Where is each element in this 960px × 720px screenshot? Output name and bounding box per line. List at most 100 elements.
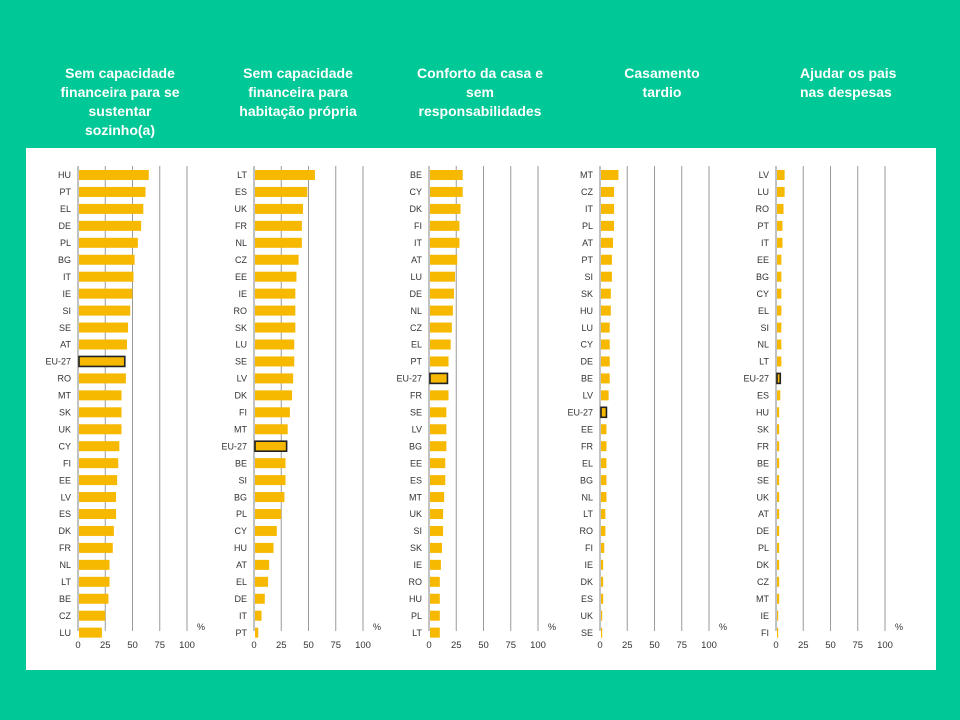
category-label-p1: UK: [58, 424, 71, 434]
bar-p5: [777, 407, 780, 418]
header-panel-5: Ajudar os pais nas despesas: [800, 65, 897, 100]
bar-p5: [777, 424, 780, 435]
bar-p4: [601, 170, 619, 180]
bar-p5: [777, 203, 784, 214]
category-label-p4: FR: [581, 441, 593, 451]
category-label-p3: LV: [412, 424, 422, 434]
bar-p5: [777, 576, 780, 587]
x-tick-label-p5-25: 25: [798, 640, 809, 651]
bar-p3: [430, 559, 441, 570]
category-label-p3: EE: [410, 458, 422, 468]
bar-p2: [255, 186, 308, 197]
category-label-p2: BG: [234, 492, 247, 502]
x-tick-label-p1-0: 0: [75, 640, 80, 651]
category-label-p2: SI: [238, 475, 247, 485]
bar-eu27-p3: [429, 372, 449, 385]
category-label-p3: LT: [412, 628, 422, 638]
bar-p5: [777, 509, 780, 519]
category-label-p2: PL: [236, 509, 247, 519]
bar-p2: [255, 475, 286, 486]
category-label-p5: EL: [758, 306, 769, 316]
bar-eu27-p1: [78, 355, 126, 368]
bar-p1: [79, 288, 133, 299]
bar-p3: [430, 186, 463, 197]
category-label-p3: FR: [410, 391, 422, 401]
category-label-p5: LT: [759, 357, 769, 367]
bar-p5: [777, 271, 782, 282]
category-label-p5: UK: [756, 492, 769, 502]
bar-p1: [79, 339, 127, 350]
category-label-p1: SE: [59, 323, 71, 333]
bar-p4: [601, 203, 615, 214]
bar-p4: [601, 475, 607, 486]
category-label-p2: MT: [234, 424, 247, 434]
category-label-p5: SE: [757, 475, 769, 485]
category-label-p1: ES: [59, 509, 71, 519]
bar-p2: [255, 170, 315, 180]
category-label-p4: MT: [580, 170, 593, 180]
category-label-p3: AT: [411, 255, 422, 265]
unit-label-p3: %: [548, 622, 556, 632]
category-label-p4: IT: [585, 204, 594, 214]
bar-p4: [601, 610, 603, 621]
x-tick-label-p1-75: 75: [154, 640, 165, 651]
category-label-p1: AT: [60, 340, 71, 350]
category-label-p1: CZ: [59, 611, 71, 621]
bar-p2: [255, 593, 265, 604]
category-label-p4: CY: [580, 340, 593, 350]
bar-eu27-p2: [254, 440, 288, 453]
bar-p1: [79, 220, 142, 231]
category-label-p1: FI: [63, 458, 71, 468]
category-label-p4: PL: [582, 221, 593, 231]
category-label-p4: PT: [581, 255, 593, 265]
category-label-p3: IE: [413, 560, 422, 570]
bar-p4: [601, 559, 604, 570]
bar-p3: [430, 254, 458, 265]
bar-p3: [430, 288, 454, 299]
bar-p3: [430, 170, 463, 180]
bar-p1: [79, 305, 131, 316]
category-label-p2: RO: [234, 306, 248, 316]
category-label-p2: SK: [235, 323, 247, 333]
bar-p1: [79, 322, 129, 333]
category-label-p4: RO: [580, 526, 594, 536]
category-label-p1: SK: [59, 408, 71, 418]
category-label-p3: HU: [409, 594, 422, 604]
bar-p2: [255, 339, 295, 350]
category-label-p4: EE: [581, 424, 593, 434]
bar-p5: [777, 593, 780, 604]
category-label-p5: FI: [761, 628, 769, 638]
bar-p4: [601, 186, 615, 197]
category-label-p4: BG: [580, 475, 593, 485]
bar-p3: [430, 509, 444, 519]
category-label-p4: SI: [584, 272, 593, 282]
bar-p4: [601, 458, 607, 469]
bar-p4: [601, 254, 612, 265]
category-label-p1: BG: [58, 255, 71, 265]
category-label-p3: IT: [414, 238, 423, 248]
bar-p2: [255, 390, 293, 401]
bar-p1: [79, 390, 122, 401]
x-tick-label-p1-50: 50: [127, 640, 138, 651]
bar-p1: [79, 170, 149, 180]
bar-p3: [430, 271, 456, 282]
x-tick-label-p2-100: 100: [355, 640, 371, 651]
category-label-p3: BE: [410, 170, 422, 180]
category-label-p2: BE: [235, 458, 247, 468]
bar-p4: [601, 322, 610, 333]
bar-p1: [79, 492, 117, 503]
category-label-p5: LU: [757, 187, 769, 197]
bar-p1: [79, 424, 122, 435]
category-label-p1: IT: [63, 272, 72, 282]
category-label-p5: IE: [760, 611, 769, 621]
category-label-p2: SE: [235, 357, 247, 367]
category-label-p2: FI: [239, 408, 247, 418]
category-label-p4: EU-27: [567, 408, 593, 418]
bar-p4: [601, 509, 606, 519]
bar-p4: [601, 593, 604, 604]
category-label-p4: IE: [584, 560, 593, 570]
x-tick-label-p3-0: 0: [426, 640, 431, 651]
bar-p3: [430, 424, 447, 435]
header-panel-2: Sem capacidade financeira para habitação…: [239, 65, 357, 119]
bar-p5: [777, 525, 780, 536]
